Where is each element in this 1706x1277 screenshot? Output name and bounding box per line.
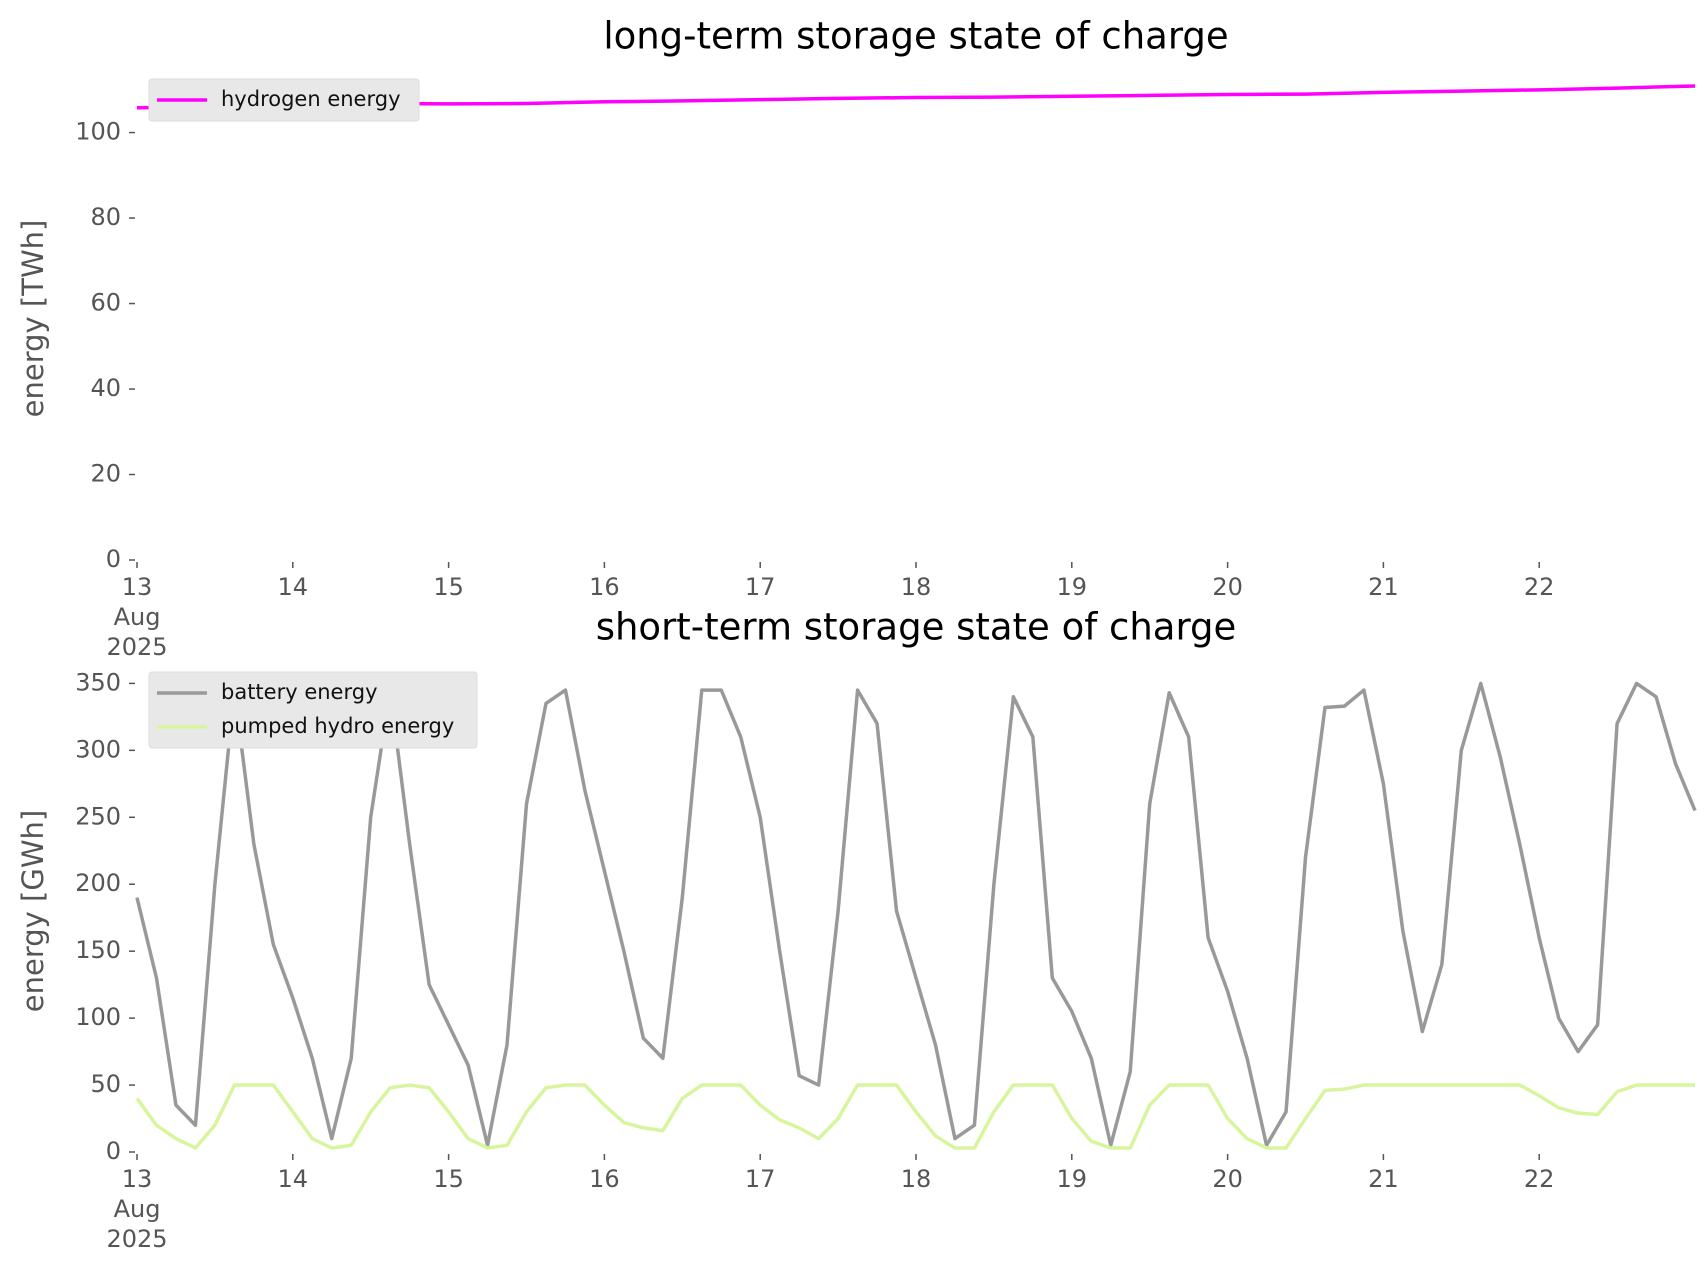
- x-tick-label: 17: [744, 1165, 776, 1193]
- chart-title: short-term storage state of charge: [596, 606, 1237, 649]
- x-tick-label: 13 Aug 2025: [106, 573, 168, 661]
- y-axis-label: energy [TWh]: [16, 220, 50, 418]
- y-tick-label: 350: [75, 668, 121, 696]
- legend-label: pumped hydro energy: [221, 714, 454, 738]
- x-tick-label: 20: [1212, 1165, 1243, 1193]
- y-tick-label: 150: [75, 936, 121, 964]
- x-tick-label: 21: [1368, 573, 1399, 601]
- y-tick-label: 80: [90, 203, 121, 231]
- y-tick-label: 20: [90, 460, 121, 488]
- x-tick-label: 14: [277, 573, 309, 601]
- y-tick-label: 0: [106, 545, 121, 573]
- x-tick-label: 17: [744, 573, 776, 601]
- x-tick-label: 22: [1523, 573, 1555, 601]
- series-line: [135, 1083, 1695, 1150]
- x-tick-label: 18: [900, 573, 932, 601]
- x-tick-label: 15: [433, 1165, 464, 1193]
- y-tick-label: 0: [106, 1137, 121, 1165]
- y-tick-label: 200: [75, 869, 121, 897]
- legend-box: [148, 671, 478, 749]
- x-tick-label: 19: [1056, 573, 1088, 601]
- y-tick-label: 60: [90, 289, 121, 317]
- x-tick-label: 22: [1523, 1165, 1555, 1193]
- y-tick-label: 100: [75, 118, 121, 146]
- x-tick-label: 14: [277, 1165, 309, 1193]
- y-tick-label: 100: [75, 1003, 121, 1031]
- x-tick-label: 20: [1212, 573, 1243, 601]
- legend-label: hydrogen energy: [221, 87, 401, 111]
- x-tick-label: 16: [589, 1165, 620, 1193]
- x-tick-label: 15: [433, 573, 464, 601]
- legend-box: [148, 78, 420, 122]
- x-tick-label: 18: [900, 1165, 932, 1193]
- x-tick-label: 21: [1368, 1165, 1399, 1193]
- x-tick-label: 13 Aug 2025: [106, 1165, 168, 1253]
- y-axis-label: energy [GWh]: [16, 810, 50, 1012]
- y-tick-label: 40: [90, 374, 121, 402]
- legend-label: battery energy: [221, 680, 378, 704]
- x-tick-label: 19: [1056, 1165, 1088, 1193]
- y-tick-label: 50: [90, 1070, 121, 1098]
- y-tick-label: 300: [75, 735, 121, 763]
- y-tick-label: 250: [75, 802, 121, 830]
- chart-title: long-term storage state of charge: [603, 15, 1228, 58]
- series-line: [135, 681, 1697, 1148]
- x-tick-label: 16: [589, 573, 620, 601]
